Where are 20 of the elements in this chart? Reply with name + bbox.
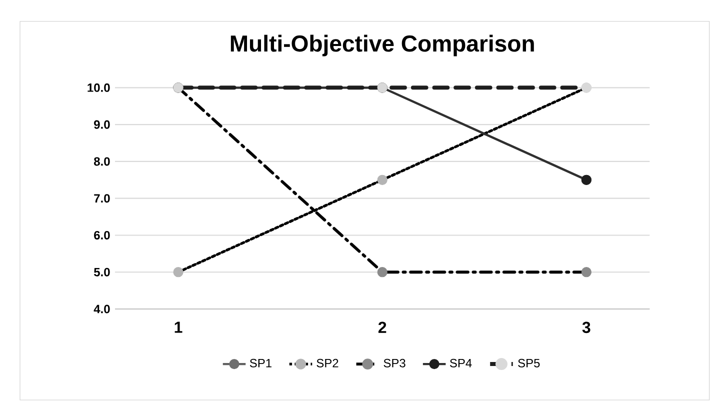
legend-label: SP3 (384, 358, 406, 368)
y-tick-label: 6.0 (94, 230, 110, 240)
chart-title: Multi-Objective Comparison (230, 34, 534, 56)
point (377, 174, 388, 185)
y-tick-label: 9.0 (94, 120, 110, 129)
y-tick-label: 4.0 (94, 304, 110, 314)
point (173, 267, 184, 278)
y-tick-label: 7.0 (94, 194, 110, 203)
legend-label: SP5 (518, 358, 540, 368)
legend-label: SP1 (250, 358, 272, 368)
legend-label: SP2 (316, 358, 338, 368)
x-tick-label: 3 (582, 322, 590, 334)
y-tick-label: 8.0 (94, 157, 110, 166)
y-tick-label: 10.0 (88, 83, 110, 92)
point (581, 267, 592, 278)
point (377, 267, 388, 278)
y-tick-label: 5.0 (94, 268, 110, 276)
x-tick-label: 1 (174, 322, 182, 333)
x-tick-label: 2 (378, 322, 386, 333)
legend-label: SP4 (450, 358, 472, 368)
